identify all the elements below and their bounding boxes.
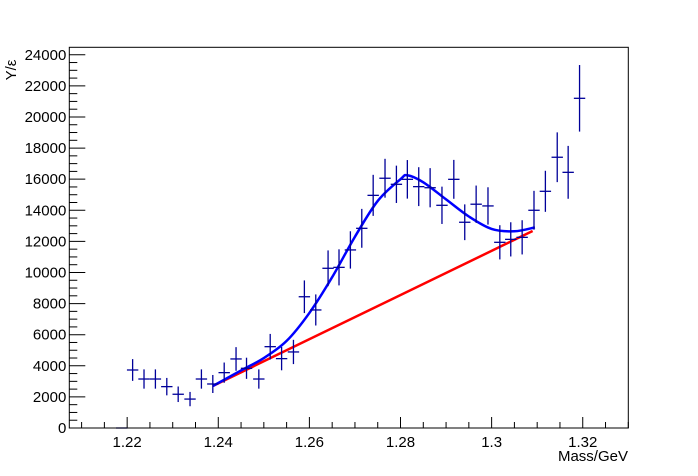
plot-frame	[68, 46, 629, 429]
data-point	[195, 369, 208, 389]
y-tick-label: 8000	[33, 296, 66, 313]
data-point	[149, 369, 162, 389]
data-point	[539, 170, 552, 212]
data-point	[424, 168, 436, 208]
data-point	[505, 222, 517, 257]
data-point	[240, 357, 253, 379]
data-point	[172, 386, 184, 403]
y-tick-label: 20000	[25, 109, 67, 126]
x-tick-label: 1.24	[204, 434, 233, 451]
x-tick-label: 1.22	[113, 434, 142, 451]
data-point	[573, 65, 586, 132]
x-tick-label: 1.26	[295, 434, 324, 451]
data-point	[516, 220, 528, 255]
y-tick-label: 0	[58, 420, 66, 437]
data-point	[310, 294, 322, 326]
axes: 1.22 1.24 1.26 1.28 1.3 1.32 0 2000 4000 6000 8000…	[25, 47, 629, 451]
y-tick-label: 22000	[25, 78, 67, 95]
total-fit-curve	[212, 173, 536, 388]
data-point	[275, 346, 288, 371]
y-tick-label: 12000	[25, 233, 67, 250]
data-point	[230, 347, 242, 371]
data-point	[253, 369, 265, 389]
x-tick-label: 1.28	[386, 434, 415, 451]
data-point	[413, 167, 425, 207]
data-point	[379, 158, 391, 198]
data-point	[287, 339, 300, 365]
y-tick-label: 10000	[25, 264, 67, 281]
y-tick-label: 14000	[25, 202, 67, 219]
data-point	[344, 231, 357, 269]
y-tick-label: 24000	[25, 47, 67, 64]
x-axis-label: Mass/GeV	[558, 448, 628, 465]
data-point	[459, 204, 471, 241]
data-point	[126, 359, 139, 381]
data-point	[470, 185, 482, 223]
y-tick-label: 4000	[33, 358, 66, 375]
data-point	[401, 160, 414, 199]
data-point	[207, 374, 219, 394]
data-point	[562, 145, 574, 199]
data-point	[264, 333, 276, 360]
data-point	[367, 174, 379, 216]
x-tick-label: 1.32	[568, 434, 597, 451]
y-tick-label: 18000	[25, 140, 67, 157]
background-fit-line	[212, 229, 534, 388]
data-point	[322, 250, 334, 287]
y-tick-label: 6000	[33, 327, 66, 344]
data-point	[494, 225, 506, 260]
data-marks	[115, 65, 586, 429]
data-point	[138, 369, 150, 389]
y-axis-label: Y/ε	[3, 59, 20, 80]
y-tick-label: 16000	[25, 171, 67, 188]
data-point	[436, 186, 448, 224]
data-point	[448, 159, 460, 199]
data-point	[551, 132, 563, 183]
data-point	[161, 377, 173, 396]
data-point	[528, 190, 540, 230]
y-tick-label: 2000	[33, 389, 66, 406]
data-point	[333, 249, 345, 286]
data-point	[356, 208, 368, 248]
data-point	[298, 280, 311, 314]
data-point	[482, 187, 494, 225]
data-point	[184, 391, 196, 407]
data-point	[390, 165, 403, 203]
x-tick-label: 1.3	[481, 434, 502, 451]
data-point	[218, 362, 230, 383]
